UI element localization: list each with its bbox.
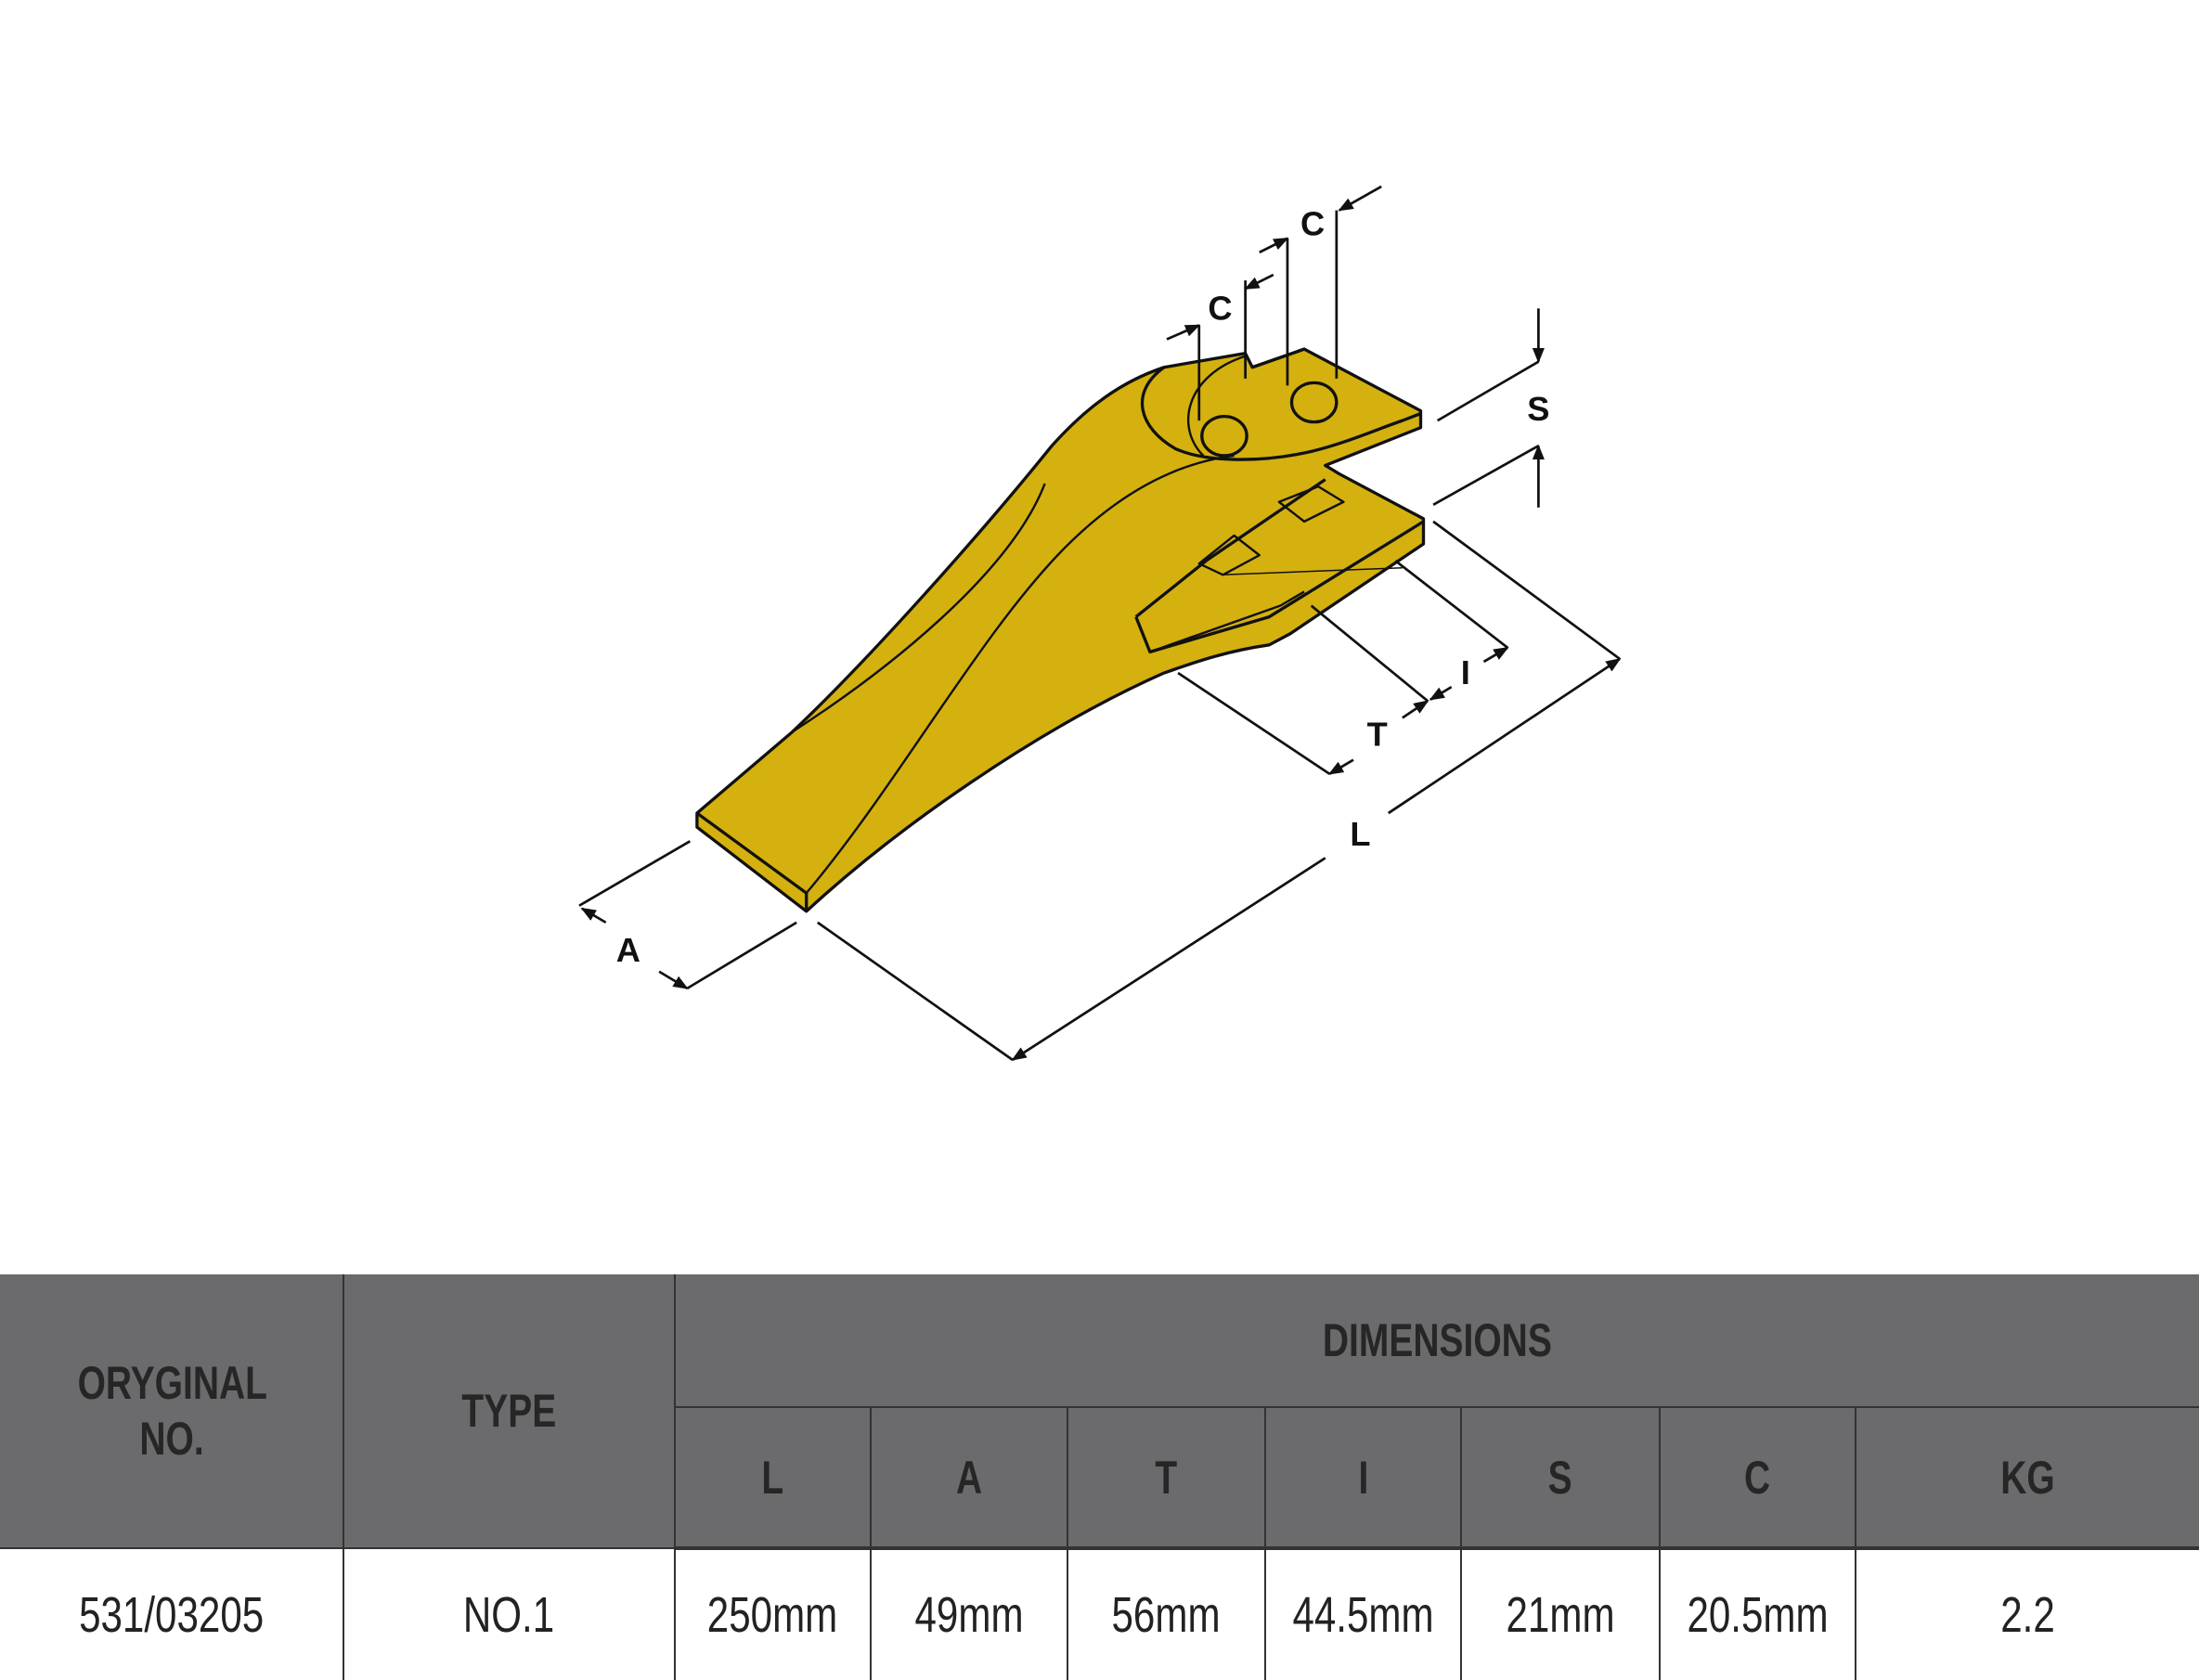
dim-label-c2: C <box>1300 205 1325 243</box>
pin-hole-1 <box>1200 414 1248 458</box>
dim-label-t: T <box>1367 716 1388 754</box>
dim-label-i: I <box>1461 653 1470 691</box>
cell-c: 20.5mm <box>1659 1547 1856 1680</box>
cell-s: 21mm <box>1460 1547 1661 1680</box>
pin-hole-2 <box>1289 381 1339 424</box>
dim-label-s: S <box>1527 390 1549 428</box>
header-c: C <box>1659 1406 1856 1550</box>
header-kg: KG <box>1854 1406 2199 1550</box>
header-i: I <box>1264 1406 1462 1550</box>
header-type: TYPE <box>343 1274 676 1549</box>
table-row: 531/03205 NO.1 250mm 49mm 56mm 44.5mm 21… <box>0 1547 2199 1680</box>
dim-label-a: A <box>616 931 640 969</box>
tooth-technical-drawing: A L T I S C C <box>578 185 1622 1062</box>
cell-type: NO.1 <box>343 1547 676 1680</box>
header-a: A <box>870 1406 1068 1550</box>
cell-kg: 2.2 <box>1854 1547 2199 1680</box>
header-original-no: ORYGINAL NO. <box>0 1274 344 1549</box>
header-t: T <box>1067 1406 1266 1550</box>
spec-table: ORYGINAL NO. TYPE DIMENSIONS L A T I S C… <box>0 1274 2199 1680</box>
cell-t: 56mm <box>1067 1547 1266 1680</box>
header-s: S <box>1460 1406 1661 1550</box>
dim-label-c1: C <box>1208 289 1232 327</box>
cell-l: 250mm <box>674 1547 872 1680</box>
header-l: L <box>675 1406 872 1550</box>
cell-i: 44.5mm <box>1264 1547 1462 1680</box>
tooth-body <box>695 347 1426 913</box>
cell-original-no: 531/03205 <box>0 1547 344 1680</box>
header-dimensions: DIMENSIONS <box>673 1274 2199 1408</box>
cell-a: 49mm <box>870 1547 1068 1680</box>
dim-label-l: L <box>1350 815 1370 853</box>
dimension-lines <box>578 185 1622 1062</box>
